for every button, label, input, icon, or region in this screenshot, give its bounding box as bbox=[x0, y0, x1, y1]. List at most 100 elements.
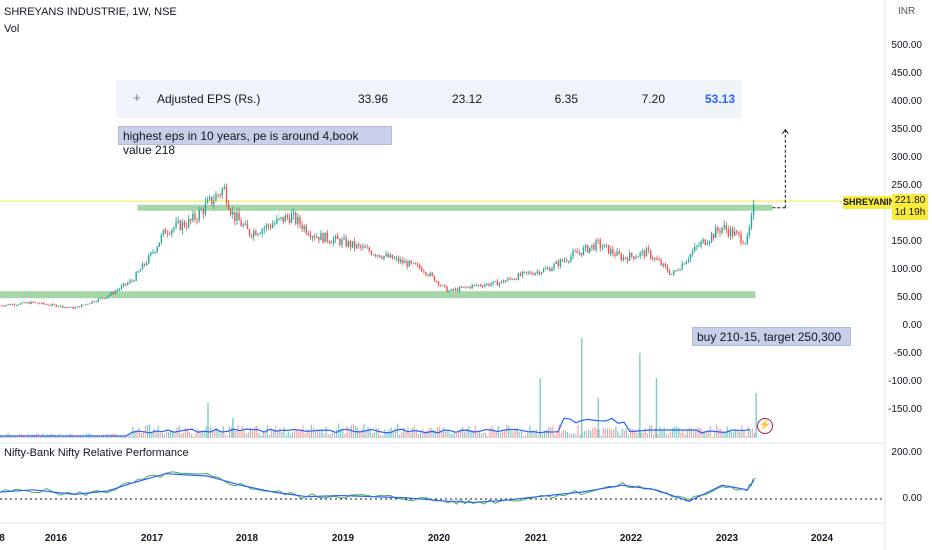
volume-bar bbox=[409, 432, 411, 438]
price-candle bbox=[395, 257, 398, 259]
volume-bar bbox=[415, 429, 417, 438]
price-candle bbox=[425, 272, 427, 275]
volume-bar bbox=[686, 429, 688, 438]
volume-bar bbox=[235, 430, 237, 438]
price-candle bbox=[574, 251, 576, 253]
volume-spike bbox=[539, 378, 541, 438]
volume-bar bbox=[336, 429, 338, 438]
volume-bar bbox=[405, 432, 407, 438]
price-candle bbox=[603, 244, 606, 248]
price-candle bbox=[431, 272, 433, 276]
price-candle bbox=[456, 288, 459, 292]
price-candle bbox=[748, 227, 751, 236]
volume-bar bbox=[359, 430, 361, 438]
price-candle bbox=[187, 218, 190, 228]
volume-bar bbox=[216, 427, 218, 438]
volume-bar bbox=[247, 432, 249, 438]
price-candle bbox=[381, 257, 383, 259]
volume-bar bbox=[289, 434, 291, 438]
volume-bar bbox=[407, 426, 409, 438]
volume-bar bbox=[170, 430, 172, 438]
lightning-icon[interactable]: ⚡ bbox=[757, 418, 773, 434]
volume-bar bbox=[321, 430, 323, 438]
price-candle bbox=[108, 295, 110, 297]
price-candle bbox=[204, 203, 207, 214]
price-candle bbox=[313, 236, 316, 238]
price-candle bbox=[454, 288, 457, 291]
price-candle bbox=[656, 257, 658, 260]
price-candle bbox=[584, 245, 587, 248]
volume-bar bbox=[0, 435, 2, 438]
volume-bar bbox=[508, 425, 510, 438]
volume-bar bbox=[48, 435, 50, 438]
volume-bar bbox=[430, 427, 432, 438]
price-candle bbox=[5, 305, 7, 307]
volume-spike bbox=[639, 353, 641, 438]
price-candle bbox=[192, 213, 194, 221]
price-candle bbox=[213, 200, 215, 205]
price-candle bbox=[471, 285, 473, 289]
price-candle bbox=[85, 303, 87, 305]
volume-bar bbox=[119, 436, 121, 438]
price-candle bbox=[124, 283, 127, 285]
volume-bar bbox=[382, 435, 384, 438]
volume-bar bbox=[123, 436, 126, 438]
volume-bar bbox=[375, 428, 378, 438]
bar-countdown: 1d 19h bbox=[894, 207, 926, 218]
price-candle bbox=[633, 256, 635, 259]
price-candle bbox=[280, 217, 282, 219]
price-candle bbox=[582, 247, 585, 256]
price-candle bbox=[647, 248, 650, 251]
volume-bar bbox=[659, 426, 661, 438]
price-tick-label: 150.00 bbox=[891, 236, 922, 247]
price-candle bbox=[547, 268, 549, 270]
volume-bar bbox=[333, 432, 336, 438]
price-candle bbox=[429, 272, 431, 276]
price-candle bbox=[129, 280, 131, 283]
volume-bar bbox=[396, 423, 399, 438]
volume-bar bbox=[153, 428, 155, 438]
price-candle bbox=[404, 261, 406, 264]
price-candle bbox=[309, 234, 312, 238]
volume-bar bbox=[751, 427, 753, 438]
eps-expand-button[interactable]: + bbox=[133, 90, 141, 105]
price-candle bbox=[175, 222, 177, 228]
volume-bar bbox=[546, 430, 548, 438]
price-candle bbox=[379, 255, 381, 258]
last-price: 221.80 bbox=[894, 195, 926, 206]
volume-bar bbox=[182, 432, 184, 438]
price-candle bbox=[116, 290, 118, 292]
volume-bar bbox=[180, 433, 182, 438]
price-candle bbox=[599, 240, 601, 248]
price-candle bbox=[385, 253, 387, 256]
annotation-note[interactable]: buy 210-15, target 250,300 bbox=[692, 327, 851, 346]
price-candle bbox=[505, 280, 507, 283]
volume-bar bbox=[224, 433, 226, 438]
volume-spike bbox=[755, 393, 757, 438]
volume-bar bbox=[218, 431, 220, 438]
price-candle bbox=[51, 304, 53, 306]
volume-bar bbox=[531, 430, 533, 438]
price-candle bbox=[595, 240, 597, 250]
volume-bar bbox=[651, 425, 653, 438]
price-candle bbox=[194, 213, 196, 220]
annotation-note[interactable]: highest eps in 10 years, pe is around 4,… bbox=[118, 126, 392, 157]
volume-bar bbox=[611, 429, 613, 438]
price-candle bbox=[477, 284, 480, 286]
price-candle bbox=[353, 241, 356, 248]
price-candle bbox=[103, 298, 106, 300]
price-candle bbox=[141, 263, 144, 270]
volume-bar bbox=[699, 427, 701, 438]
target-arrow-head bbox=[781, 128, 789, 134]
volume-bar bbox=[279, 427, 281, 438]
price-candle bbox=[198, 209, 200, 221]
price-candle bbox=[259, 233, 261, 235]
price-candle bbox=[486, 283, 488, 286]
volume-spike bbox=[207, 403, 209, 438]
volume-bar bbox=[350, 425, 352, 438]
volume-bar bbox=[562, 429, 564, 438]
volume-bar bbox=[638, 428, 640, 438]
price-candle bbox=[496, 280, 499, 286]
price-candle bbox=[397, 257, 400, 262]
